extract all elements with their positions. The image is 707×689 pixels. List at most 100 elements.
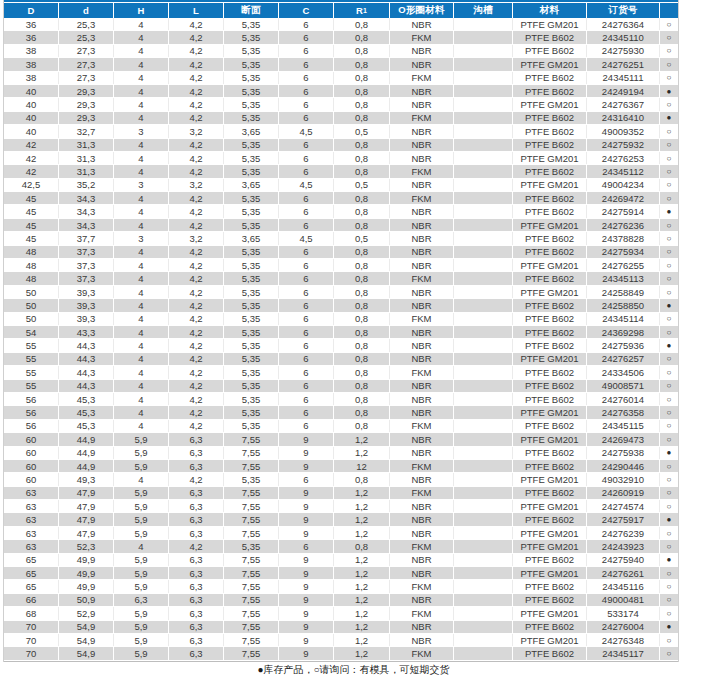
table-row: 4029,344,25,3560,8NBRPTFE GM20124276367○ [4, 98, 678, 111]
cell-R1: 1,2 [334, 594, 390, 606]
cell-L: 6,3 [169, 594, 224, 606]
cell-goucao [454, 299, 513, 311]
cell-material: PTFE B602 [513, 460, 587, 472]
cell-d: 49,9 [59, 554, 114, 566]
cell-oring-material: FKM [390, 72, 454, 84]
cell-d: 47,9 [59, 513, 114, 525]
cell-material: PTFE GM201 [513, 353, 587, 365]
cell-D: 66 [4, 594, 59, 606]
cell-D: 42,5 [4, 179, 59, 191]
cell-material: PTFE GM201 [513, 607, 587, 619]
cell-oring-material: NBR [390, 125, 454, 137]
cell-material: PTFE B602 [513, 339, 587, 351]
cell-D: 56 [4, 406, 59, 418]
inquiry-icon: ○ [660, 192, 678, 204]
cell-duanmian: 5,35 [224, 366, 279, 378]
cell-order-number: 49008571 [587, 380, 660, 392]
cell-R1: 1,2 [334, 554, 390, 566]
cell-H: 4 [114, 299, 169, 311]
cell-H: 4 [114, 72, 169, 84]
cell-H: 4 [114, 420, 169, 432]
cell-H: 4 [114, 152, 169, 164]
cell-order-number: 24345112 [587, 165, 660, 177]
cell-oring-material: NBR [390, 380, 454, 392]
cell-material: PTFE GM201 [513, 18, 587, 30]
cell-d: 29,3 [59, 85, 114, 97]
cell-H: 4 [114, 246, 169, 258]
cell-L: 4,2 [169, 313, 224, 325]
cell-material: PTFE B602 [513, 139, 587, 151]
cell-C: 6 [279, 299, 334, 311]
cell-oring-material: FKM [390, 313, 454, 325]
cell-oring-material: FKM [390, 607, 454, 619]
cell-D: 70 [4, 647, 59, 659]
cell-duanmian: 5,35 [224, 313, 279, 325]
cell-goucao [454, 139, 513, 151]
cell-L: 6,3 [169, 527, 224, 539]
cell-C: 6 [279, 139, 334, 151]
cell-H: 4 [114, 219, 169, 231]
table-row: 5544,344,25,3560,8NBRPTFE GM20124276257○ [4, 353, 678, 366]
cell-H: 5,9 [114, 554, 169, 566]
cell-oring-material: NBR [390, 621, 454, 633]
cell-C: 6 [279, 152, 334, 164]
cell-H: 3 [114, 179, 169, 191]
cell-goucao [454, 393, 513, 405]
cell-R1: 1,2 [334, 580, 390, 592]
cell-H: 4 [114, 313, 169, 325]
cell-C: 6 [279, 205, 334, 217]
inquiry-icon: ○ [660, 420, 678, 432]
cell-C: 6 [279, 326, 334, 338]
cell-duanmian: 5,35 [224, 246, 279, 258]
cell-L: 6,3 [169, 487, 224, 499]
cell-R1: 0,8 [334, 326, 390, 338]
cell-goucao [454, 460, 513, 472]
cell-order-number: 24345110 [587, 31, 660, 43]
cell-goucao [454, 353, 513, 365]
cell-H: 4 [114, 353, 169, 365]
cell-H: 6,3 [114, 594, 169, 606]
cell-L: 3,2 [169, 232, 224, 244]
cell-L: 6,3 [169, 433, 224, 445]
cell-R1: 0,8 [334, 299, 390, 311]
cell-L: 4,2 [169, 85, 224, 97]
cell-L: 4,2 [169, 540, 224, 552]
table-row: 6352,344,25,3560,8FKMPTFE GM20124243923○ [4, 540, 678, 553]
cell-L: 3,2 [169, 125, 224, 137]
cell-oring-material: NBR [390, 527, 454, 539]
cell-C: 6 [279, 246, 334, 258]
cell-C: 9 [279, 527, 334, 539]
inquiry-icon: ○ [660, 393, 678, 405]
cell-H: 5,9 [114, 567, 169, 579]
cell-D: 56 [4, 393, 59, 405]
cell-order-number: 24345114 [587, 313, 660, 325]
cell-C: 6 [279, 406, 334, 418]
cell-oring-material: FKM [390, 31, 454, 43]
inquiry-icon: ○ [660, 313, 678, 325]
cell-H: 4 [114, 31, 169, 43]
cell-C: 6 [279, 72, 334, 84]
cell-goucao [454, 339, 513, 351]
inquiry-icon: ○ [660, 72, 678, 84]
table-row: 4231,344,25,3560,8NBRPTFE GM20124276253○ [4, 152, 678, 165]
cell-R1: 0,5 [334, 179, 390, 191]
inquiry-icon: ○ [660, 259, 678, 271]
cell-oring-material: NBR [390, 634, 454, 646]
cell-duanmian: 5,35 [224, 406, 279, 418]
cell-R1: 0,8 [334, 286, 390, 298]
cell-L: 4,2 [169, 139, 224, 151]
cell-order-number: 24290446 [587, 460, 660, 472]
cell-C: 6 [279, 353, 334, 365]
inquiry-icon: ○ [660, 286, 678, 298]
cell-H: 5,9 [114, 487, 169, 499]
cell-material: PTFE B602 [513, 554, 587, 566]
cell-material: PTFE GM201 [513, 500, 587, 512]
cell-d: 49,9 [59, 567, 114, 579]
cell-oring-material: NBR [390, 339, 454, 351]
cell-duanmian: 5,35 [224, 31, 279, 43]
cell-oring-material: FKM [390, 192, 454, 204]
cell-d: 35,2 [59, 179, 114, 191]
inquiry-icon: ○ [660, 487, 678, 499]
inquiry-icon: ○ [660, 580, 678, 592]
cell-goucao [454, 567, 513, 579]
